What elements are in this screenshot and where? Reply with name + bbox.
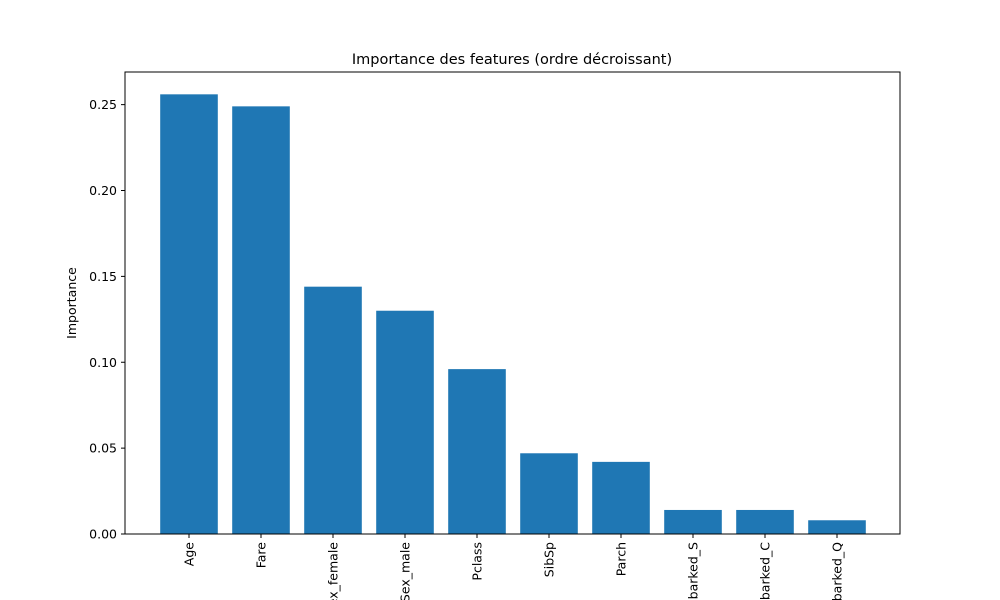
x-tick-label: Embarked_Q	[830, 542, 845, 600]
bar-pclass	[448, 369, 506, 534]
y-axis: 0.00 0.05 0.10 0.15 0.20 0.25	[89, 97, 125, 542]
y-tick-label: 0.15	[89, 269, 117, 284]
x-tick-label: Sex_male	[398, 542, 413, 600]
y-tick-label: 0.10	[89, 355, 117, 370]
y-axis-label: Importance	[64, 267, 79, 339]
chart-title: Importance des features (ordre décroissa…	[352, 52, 672, 68]
bar-embarked-c	[736, 509, 794, 534]
bar-sex-female	[304, 286, 362, 534]
y-tick-label: 0.00	[89, 527, 117, 542]
y-tick-label: 0.20	[89, 183, 117, 198]
y-tick-label: 0.05	[89, 441, 117, 456]
x-tick-label: SibSp	[542, 542, 557, 577]
y-tick-label: 0.25	[89, 97, 117, 112]
bars	[160, 94, 866, 534]
bar-embarked-q	[808, 520, 866, 534]
x-tick-label: Age	[182, 542, 197, 566]
x-tick-label: Fare	[254, 542, 269, 569]
x-tick-label: Embarked_S	[686, 542, 701, 600]
x-tick-label: Pclass	[470, 542, 485, 581]
x-tick-label: Parch	[614, 542, 629, 576]
bar-sibsp	[520, 453, 578, 534]
bar-fare	[232, 106, 290, 534]
bar-sex-male	[376, 310, 434, 534]
bar-embarked-s	[664, 509, 722, 534]
bar-age	[160, 94, 218, 534]
x-tick-label: Sex_female	[326, 542, 341, 600]
x-axis: Age Fare Sex_female Sex_male Pclass SibSp Parc…	[182, 534, 845, 600]
bar-parch	[592, 461, 650, 534]
x-tick-label: Embarked_C	[758, 542, 773, 600]
plot-frame	[124, 71, 901, 535]
